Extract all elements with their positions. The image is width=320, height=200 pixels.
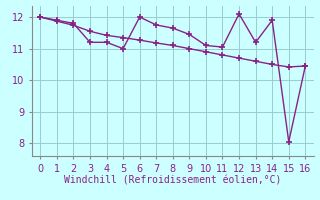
X-axis label: Windchill (Refroidissement éolien,°C): Windchill (Refroidissement éolien,°C) [64,175,282,185]
